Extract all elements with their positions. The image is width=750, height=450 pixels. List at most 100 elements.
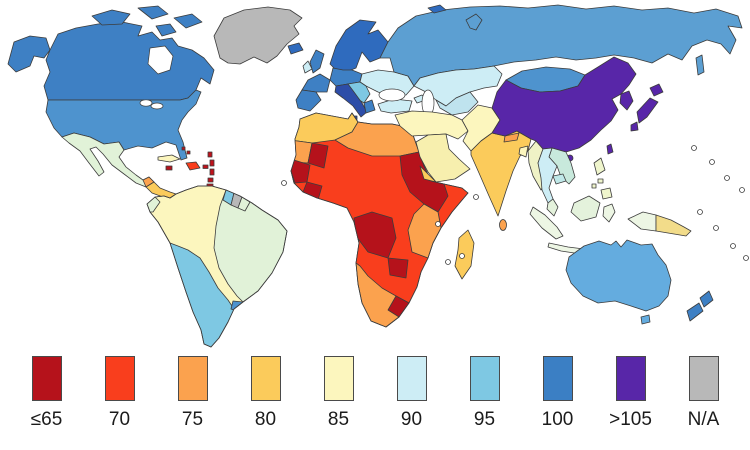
- legend-label: 95: [473, 409, 496, 430]
- legend-swatch: [31, 356, 62, 401]
- legend-swatch: [250, 356, 281, 401]
- black-sea: [378, 88, 406, 102]
- region-hispaniola: [185, 161, 201, 171]
- region-madagascar: [454, 229, 475, 280]
- island-dot: [473, 194, 479, 200]
- region-cambodia: [552, 173, 567, 185]
- region-west-new-guinea: [627, 211, 657, 232]
- legend-swatch: [469, 356, 500, 401]
- region-iceland: [287, 42, 304, 55]
- small-islands: [281, 145, 749, 265]
- legend-swatch: [688, 356, 719, 401]
- legend-swatch: [542, 356, 573, 401]
- legend-item: >105: [594, 356, 667, 431]
- legend-swatch: [104, 356, 135, 401]
- region-central-asia: [435, 91, 479, 116]
- hudson-bay: [147, 45, 174, 75]
- region-canada-island: [137, 5, 169, 20]
- region-canada-island: [173, 13, 203, 29]
- region-taiwan: [606, 143, 614, 155]
- legend-item: 80: [229, 356, 302, 431]
- region-antilles: [209, 159, 215, 167]
- region-se-asia: [529, 147, 714, 325]
- region-uk: [309, 49, 325, 74]
- region-philippines-mindanao: [600, 187, 613, 200]
- region-thailand: [537, 147, 558, 204]
- legend-item: 95: [448, 356, 521, 431]
- region-png: [655, 214, 692, 237]
- region-sri-lanka: [499, 219, 507, 231]
- legend-item: 85: [302, 356, 375, 431]
- region-svalbard: [427, 4, 447, 14]
- region-sulawesi: [602, 203, 616, 223]
- world-map-svg: [7, 4, 749, 348]
- legend-label: 85: [327, 409, 350, 430]
- great-lakes: [150, 102, 164, 110]
- region-malay-peninsula: [546, 198, 559, 217]
- region-nordic: [329, 19, 389, 73]
- legend-swatch: [323, 356, 354, 401]
- region-japan-kyushu: [630, 121, 639, 132]
- legend-item: 90: [375, 356, 448, 431]
- island-dot: [743, 255, 749, 261]
- island-dot: [435, 221, 441, 227]
- region-east-asia: [491, 56, 664, 162]
- region-sumatra: [529, 206, 564, 240]
- region-ireland: [302, 60, 313, 74]
- region-yemen: [419, 165, 437, 183]
- region-canada-island: [91, 9, 131, 26]
- legend-label: 75: [181, 409, 204, 430]
- region-new-zealand-north: [699, 290, 714, 308]
- region-tasmania: [640, 314, 651, 325]
- region-australia: [565, 239, 672, 312]
- region-japan-honshu: [636, 97, 659, 124]
- region-nepal: [503, 132, 520, 143]
- legend-item: 100: [521, 356, 594, 431]
- region-bahamas: [186, 150, 191, 155]
- region-asia-north: [377, 4, 743, 117]
- region-africa: [290, 112, 475, 328]
- region-antilles: [207, 151, 213, 158]
- legend: ≤65 70 75 80 85 90 95 100: [0, 356, 750, 431]
- legend-item: ≤65: [10, 356, 83, 431]
- island-dot: [691, 145, 697, 151]
- island-dot: [724, 175, 730, 181]
- region-italy: [334, 83, 368, 118]
- world-map: [7, 4, 749, 348]
- region-canada-island: [155, 23, 177, 37]
- legend-label: >105: [609, 409, 652, 430]
- region-mexico: [61, 132, 155, 188]
- region-sakhalin: [695, 54, 705, 76]
- region-arabia: [415, 133, 471, 183]
- region-greece: [363, 99, 376, 114]
- region-philippines-visayas: [591, 183, 597, 189]
- island-dot: [445, 259, 451, 265]
- island-dot: [459, 253, 465, 259]
- region-novaya-zemlya: [465, 13, 483, 31]
- region-bahamas: [181, 146, 186, 151]
- region-canada: [43, 21, 215, 101]
- region-middle-east: [394, 104, 547, 231]
- legend-label: 90: [400, 409, 423, 430]
- island-dot: [709, 159, 715, 165]
- legend-swatch: [396, 356, 427, 401]
- island-dot: [730, 243, 736, 249]
- region-south-america: [146, 185, 288, 348]
- region-new-zealand-south: [686, 302, 704, 322]
- legend-item: 70: [83, 356, 156, 431]
- region-zimbabwe: [387, 257, 409, 279]
- region-alaska: [7, 35, 51, 73]
- legend-swatch: [615, 356, 646, 401]
- legend-swatch: [177, 356, 208, 401]
- region-japan-hokkaido: [649, 83, 664, 97]
- legend-label: 80: [254, 409, 277, 430]
- legend-label: 100: [541, 409, 574, 430]
- legend-label: N/A: [687, 409, 720, 430]
- region-puerto-rico: [202, 164, 209, 169]
- region-bangladesh: [518, 145, 529, 158]
- legend-label: 70: [108, 409, 131, 430]
- legend-item: N/A: [667, 356, 740, 431]
- island-dot: [739, 187, 745, 193]
- region-north-america: [7, 5, 215, 200]
